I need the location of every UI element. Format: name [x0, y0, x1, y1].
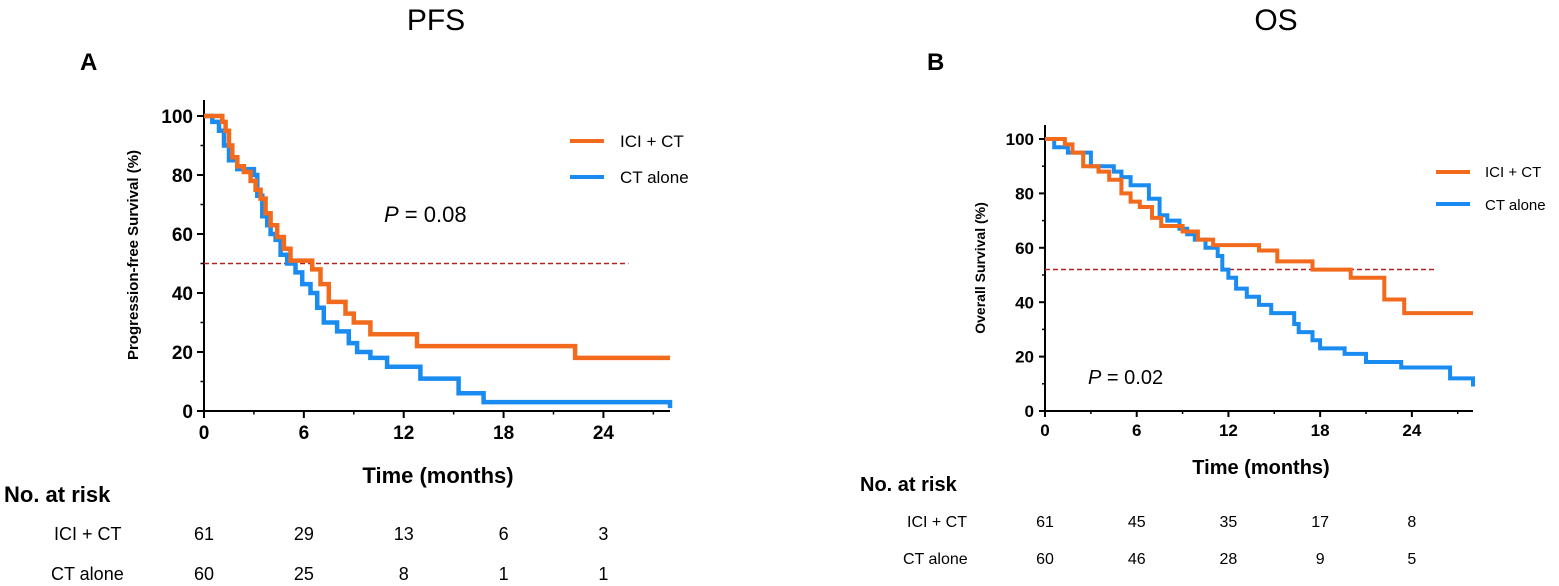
panel-a-risk-value: 29	[294, 524, 314, 544]
panel-a-ytick-label: 40	[172, 284, 193, 305]
panel-b-curve-ici-ct	[1045, 137, 1473, 316]
panel-b-risk-value: 17	[1311, 514, 1329, 531]
panel-a-xtick-label: 0	[199, 423, 210, 444]
panel-b-ytick-label: 40	[1015, 293, 1034, 312]
panel-b-pvalue: P = 0.02	[1088, 367, 1163, 389]
panel-b-risk-label-ct: CT alone	[903, 551, 968, 568]
panel-a-legend-ici: ICI + CT	[620, 132, 684, 151]
panel-a-title: PFS	[407, 4, 465, 37]
panel-a-xtick-label: 6	[299, 423, 310, 444]
panel-b-risk-heading: No. at risk	[860, 474, 958, 496]
panel-a-risk-label-ici: ICI + CT	[54, 524, 122, 544]
panel-b-risk-value: 5	[1407, 551, 1416, 568]
panel-a-risk-label-ct: CT alone	[51, 564, 124, 584]
panel-b-xtick-label: 18	[1311, 421, 1330, 440]
panel-b-xtick-label: 24	[1402, 421, 1421, 440]
panel-b-risk-value: 45	[1128, 514, 1146, 531]
panel-b-xtick-label: 0	[1040, 421, 1049, 440]
panel-a-risk-value: 13	[394, 524, 414, 544]
panel-b-title: OS	[1254, 4, 1297, 37]
panel-b: OS B Overall Survival (%) Time (months) …	[860, 4, 1546, 568]
panel-a-ytick-label: 0	[182, 402, 193, 423]
panel-b-risk-value: 8	[1407, 514, 1416, 531]
panel-b-axes	[1044, 125, 1473, 412]
panel-a-axes	[203, 100, 670, 412]
panel-a-risk-value: 25	[294, 564, 314, 584]
panel-a-risk-value: 1	[499, 564, 509, 584]
panel-a-risk-value: 1	[598, 564, 608, 584]
panel-a-risk-value: 6	[499, 524, 509, 544]
panel-b-ylabel: Overall Survival (%)	[972, 202, 988, 334]
panel-b-risk-value: 61	[1036, 514, 1054, 531]
panel-a-xtick-label: 24	[593, 423, 615, 444]
panel-b-ytick-label: 0	[1025, 402, 1034, 421]
panel-b-ytick-label: 100	[1006, 130, 1034, 149]
panel-b-risk-value: 46	[1128, 551, 1146, 568]
panel-a-xtick-label: 18	[493, 423, 514, 444]
panel-a-ylabel: Progression-free Survival (%)	[125, 150, 142, 360]
panel-a-risk-value: 60	[194, 564, 214, 584]
panel-a-risk-value: 8	[399, 564, 409, 584]
panel-a-ytick-label: 100	[161, 107, 193, 128]
panel-a-risk-heading: No. at risk	[4, 482, 111, 507]
panel-b-risk-value: 9	[1316, 551, 1325, 568]
panel-a-risk-values: 61 29 13 6 3 60 25 8 1 1	[194, 524, 608, 584]
panel-b-risk-value: 28	[1220, 551, 1238, 568]
panel-b-xlabel: Time (months)	[1192, 457, 1329, 479]
panel-b-ytick-label: 80	[1015, 185, 1034, 204]
panel-a-ytick-label: 80	[172, 166, 193, 187]
panel-b-xtick-label: 6	[1132, 421, 1141, 440]
panel-a-ytick-label: 60	[172, 225, 193, 246]
panel-a-xlabel: Time (months)	[362, 463, 513, 488]
panel-b-risk-value: 60	[1036, 551, 1054, 568]
panel-a-legend-ct: CT alone	[620, 168, 689, 187]
panel-a-curve-ct-alone	[204, 113, 673, 409]
panel-b-xtick-label: 12	[1219, 421, 1238, 440]
panel-a-risk-value: 61	[194, 524, 214, 544]
panel-b-ytick-label: 60	[1015, 239, 1034, 258]
panel-a-curve-ici-ct	[204, 113, 670, 361]
panel-b-risk-values: 61 45 35 17 8 60 46 28 9 5	[1036, 514, 1416, 568]
panel-b-plot-area	[1045, 137, 1475, 387]
panel-a-xtick-label: 12	[393, 423, 414, 444]
panel-b-legend-ct: CT alone	[1485, 197, 1546, 214]
panel-b-legend-ici: ICI + CT	[1485, 164, 1541, 181]
panel-a-pvalue: P = 0.08	[384, 202, 467, 227]
panel-b-ytick-label: 20	[1015, 348, 1034, 367]
panel-a-risk-value: 3	[598, 524, 608, 544]
panel-b-ticks: 0 20 40 60 80 100 0 6 12 18 24	[1006, 130, 1459, 440]
panel-a: PFS A Progression-free Survival (%) Time…	[4, 4, 689, 584]
panel-b-risk-label-ici: ICI + CT	[907, 514, 967, 531]
panel-a-ticks: 0 20 40 60 80 100 0 6 12 18 24	[161, 107, 655, 444]
panel-a-letter: A	[80, 49, 97, 76]
panel-a-plot-area	[204, 113, 673, 409]
panel-b-letter: B	[927, 49, 944, 76]
panel-b-curve-ct-alone	[1045, 137, 1475, 387]
panel-b-risk-value: 35	[1220, 514, 1238, 531]
panel-a-ytick-label: 20	[172, 343, 193, 364]
